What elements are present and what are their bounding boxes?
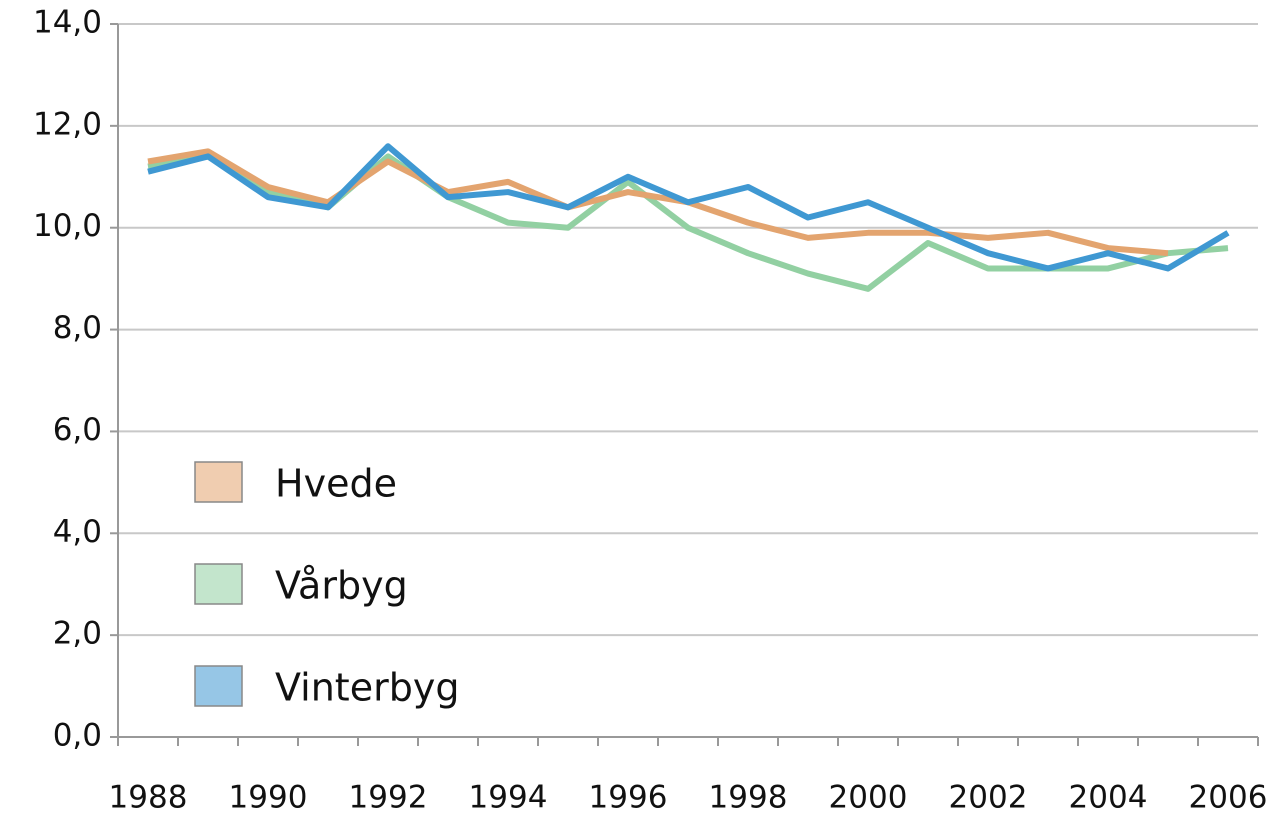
y-tick-label: 12,0 bbox=[33, 106, 102, 142]
y-tick-label: 6,0 bbox=[53, 412, 102, 448]
y-tick-label: 10,0 bbox=[33, 208, 102, 244]
y-tick-label: 4,0 bbox=[53, 514, 102, 550]
x-tick-label: 2002 bbox=[949, 780, 1028, 815]
legend-label: Hvede bbox=[275, 462, 397, 506]
x-tick-label: 2000 bbox=[829, 780, 908, 815]
x-tick-label: 1990 bbox=[229, 780, 308, 815]
y-tick-label: 2,0 bbox=[53, 616, 102, 652]
x-tick-label: 2004 bbox=[1069, 780, 1148, 815]
legend-label: Vinterbyg bbox=[275, 666, 459, 710]
y-tick-label: 14,0 bbox=[33, 5, 102, 41]
y-tick-label: 8,0 bbox=[53, 310, 102, 346]
x-tick-label: 1994 bbox=[469, 780, 548, 815]
x-tick-label: 1998 bbox=[709, 780, 788, 815]
x-tick-label: 1996 bbox=[589, 780, 668, 815]
legend-swatch bbox=[194, 461, 243, 503]
x-tick-label: 1992 bbox=[349, 780, 428, 815]
y-tick-label: 0,0 bbox=[53, 718, 102, 754]
series-line bbox=[147, 153, 1229, 292]
legend-swatch bbox=[194, 563, 243, 605]
series-line bbox=[147, 143, 1230, 272]
series-line bbox=[147, 148, 1169, 257]
legend-label: Vårbyg bbox=[275, 564, 408, 608]
x-tick-label: 2006 bbox=[1189, 780, 1268, 815]
legend-swatch bbox=[194, 665, 243, 707]
x-tick-label: 1988 bbox=[109, 780, 188, 815]
